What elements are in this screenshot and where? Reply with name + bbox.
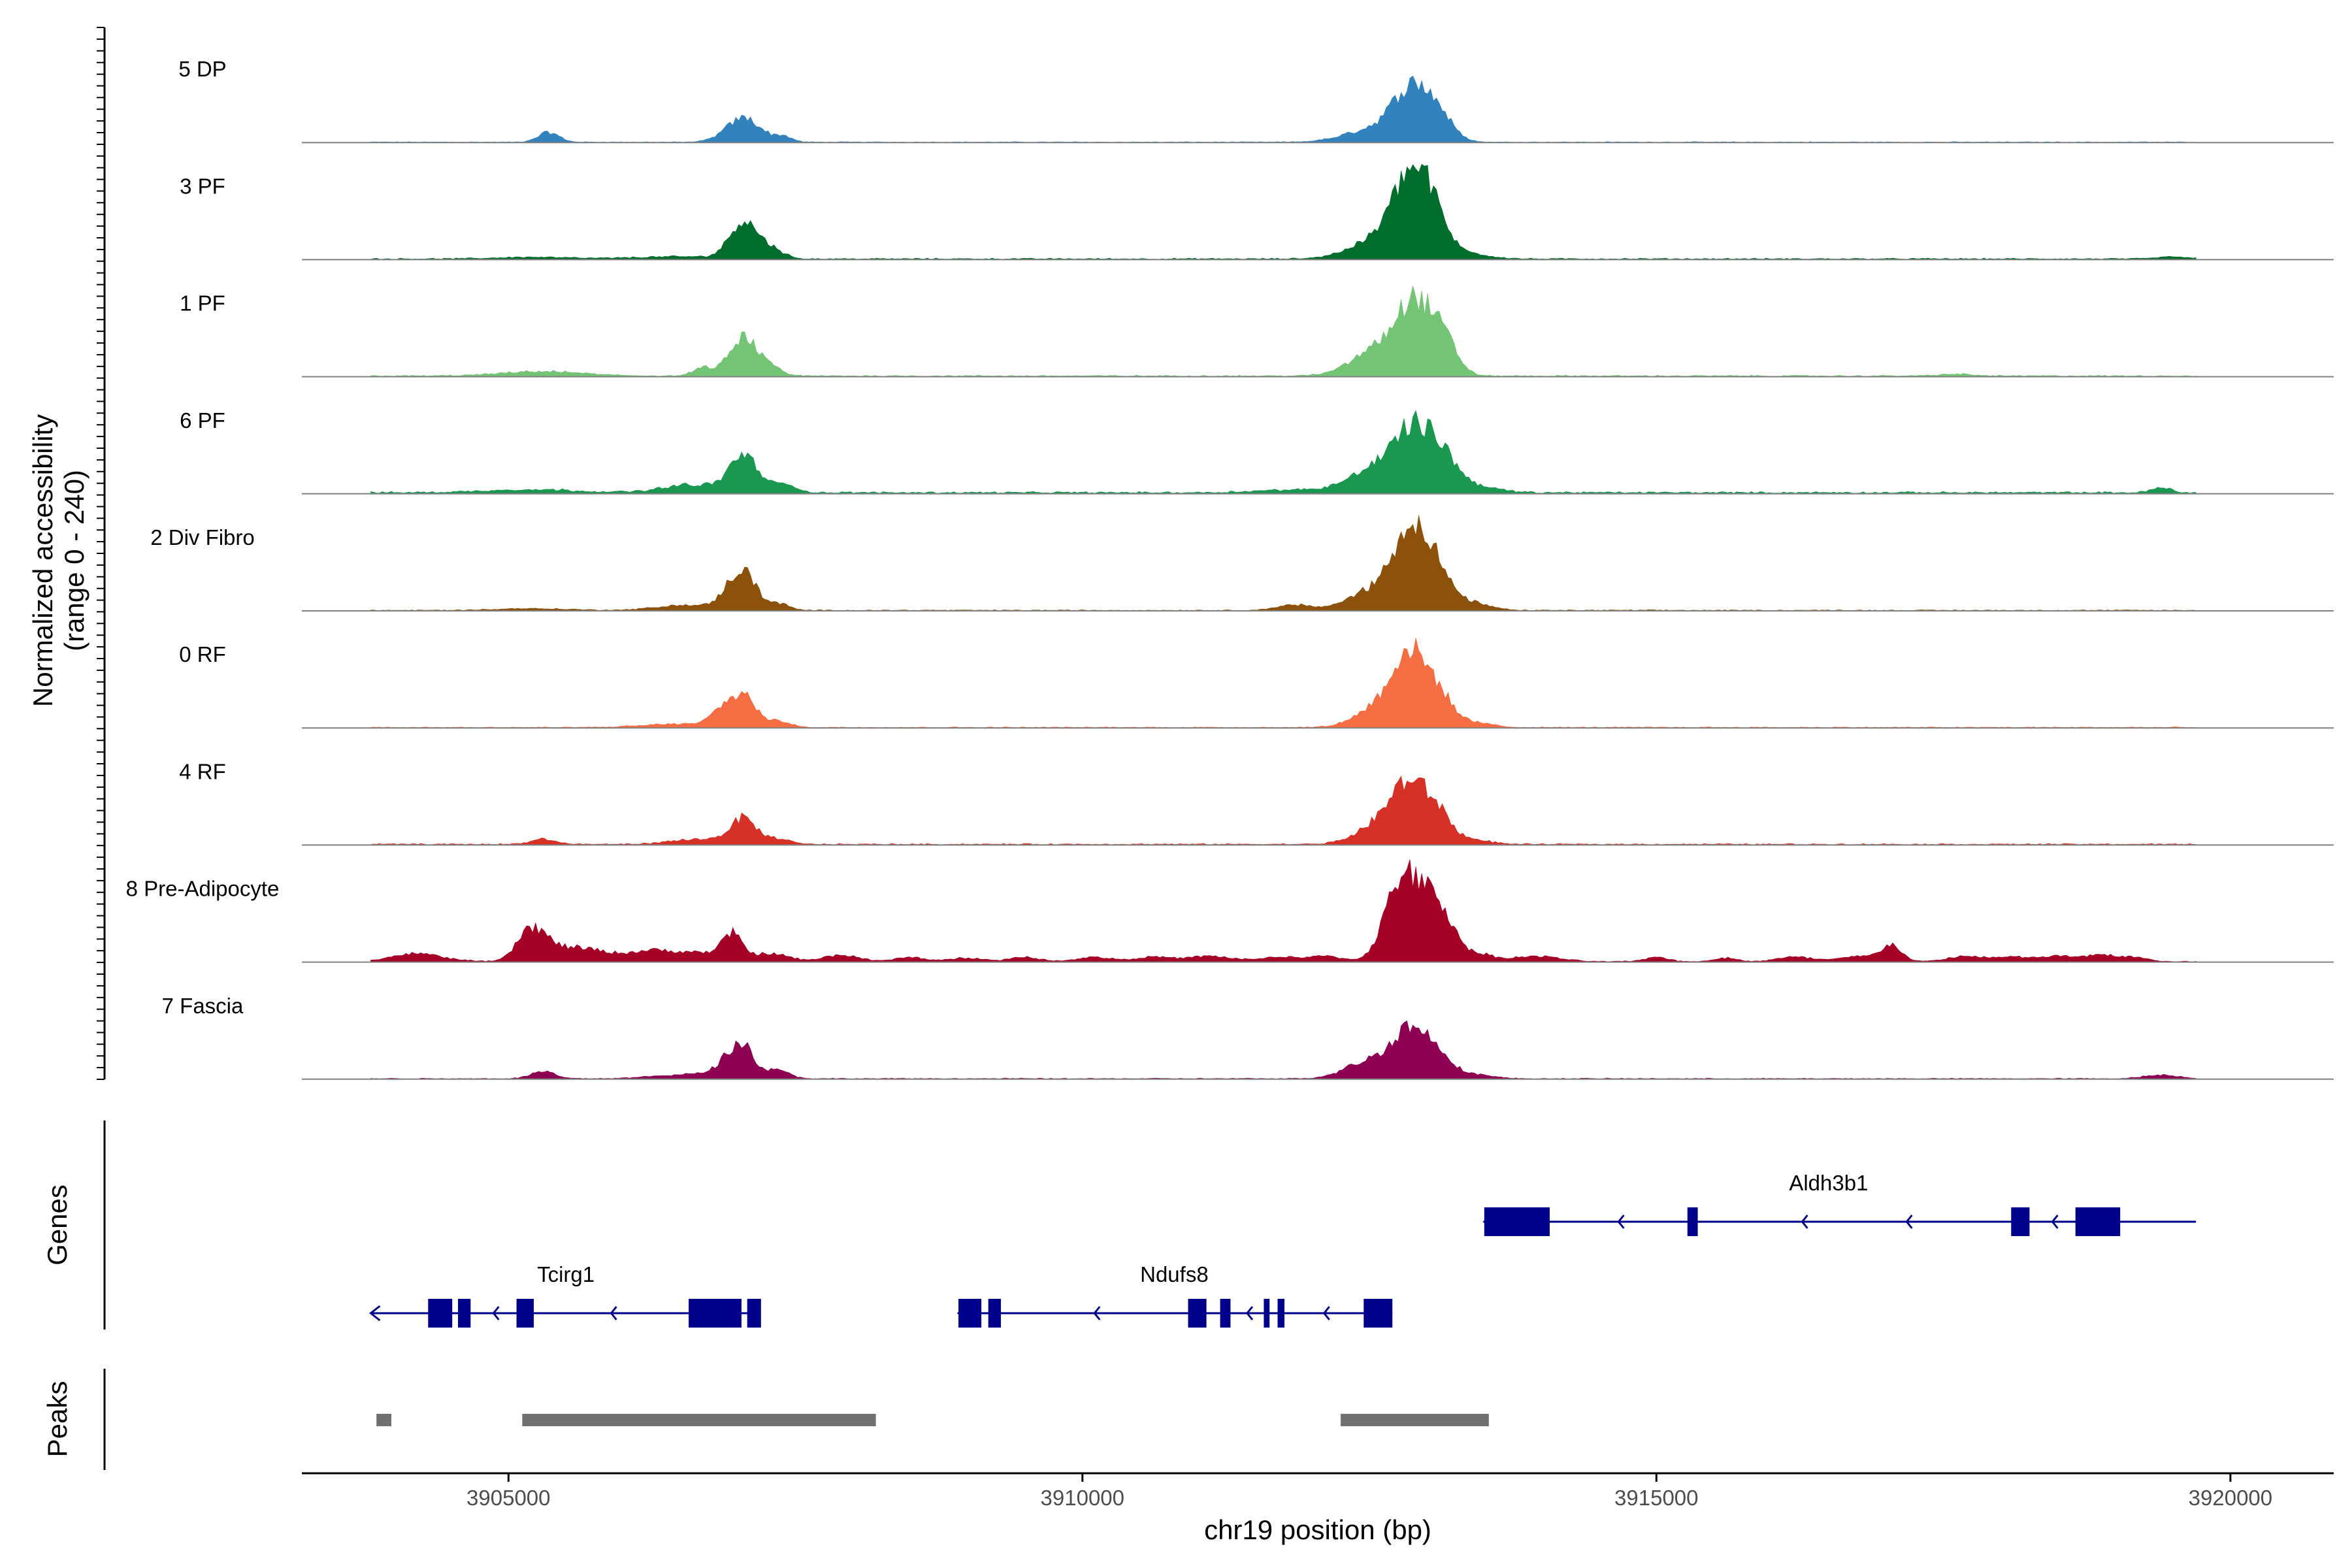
track-coverage-area — [370, 859, 2197, 962]
x-tick-label: 3905000 — [466, 1486, 550, 1510]
y-axis-title: Normalized accessibility — [27, 414, 58, 707]
track-7: 4 RF — [179, 759, 2334, 846]
gene-ndufs8: Ndufs8 — [956, 1262, 1393, 1328]
track-label: 7 Fascia — [162, 994, 244, 1018]
gene-exon — [1687, 1207, 1698, 1236]
x-tick-label: 3915000 — [1614, 1486, 1698, 1510]
peak-region-bar — [522, 1414, 876, 1426]
track-label: 6 PF — [180, 408, 225, 433]
track-label: 4 RF — [179, 759, 226, 783]
gene-label: Tcirg1 — [537, 1262, 595, 1286]
gene-exon — [516, 1299, 534, 1328]
gene-exon — [747, 1299, 761, 1328]
gene-exon — [988, 1299, 1001, 1328]
gene-models: Aldh3b1 Tcirg1 Ndufs8 — [368, 1171, 2197, 1328]
gene-exon — [958, 1299, 982, 1328]
x-axis-title: chr19 position (bp) — [1204, 1514, 1431, 1545]
track-coverage-area — [370, 286, 2197, 377]
x-tick-label: 3910000 — [1041, 1486, 1124, 1510]
track-coverage-area — [370, 776, 2197, 845]
track-3: 1 PF — [180, 286, 2334, 378]
coverage-y-axis — [97, 27, 106, 1080]
strand-chevron-icon — [610, 1306, 617, 1320]
track-1: 5 DP — [178, 57, 2334, 144]
track-label: 1 PF — [180, 291, 225, 316]
peaks-panel: Peaks — [42, 1369, 1489, 1470]
coverage-tracks: 5 DP 3 PF 1 PF 6 PF 2 Div Fibro 0 RF 4 RF 8 Pre… — [126, 57, 2334, 1080]
gene-aldh3b1: Aldh3b1 — [1482, 1171, 2197, 1236]
track-coverage-area — [370, 515, 2197, 612]
gene-label: Ndufs8 — [1140, 1262, 1209, 1286]
strand-chevron-icon — [1617, 1215, 1625, 1229]
track-label: 0 RF — [179, 642, 226, 666]
strand-chevron-icon — [492, 1306, 500, 1320]
track-coverage-area — [370, 410, 2197, 495]
strand-chevron-icon — [2051, 1215, 2059, 1229]
track-5: 2 Div Fibro — [150, 515, 2334, 612]
gene-exon — [1277, 1299, 1284, 1328]
track-coverage-area — [370, 1021, 2197, 1080]
peaks-panel-label: Peaks — [42, 1381, 73, 1458]
peak-regions — [376, 1414, 1489, 1426]
track-2: 3 PF — [180, 163, 2334, 261]
x-axis-ticks: 3905000 3910000 3915000 3920000 — [466, 1473, 2272, 1510]
gene-exon — [458, 1299, 471, 1328]
genes-panel: Genes Aldh3b1 Tcirg1 Ndufs8 — [42, 1120, 2197, 1330]
track-label: 5 DP — [178, 57, 226, 81]
gene-tcirg1: Tcirg1 — [368, 1262, 761, 1328]
x-tick-label: 3920000 — [2189, 1486, 2272, 1510]
peak-region-bar — [1341, 1414, 1489, 1426]
track-coverage-area — [370, 75, 2197, 143]
strand-arrow-icon — [368, 1305, 381, 1322]
strand-chevron-icon — [1093, 1306, 1101, 1320]
peak-region-bar — [376, 1414, 391, 1426]
strand-chevron-icon — [1322, 1306, 1330, 1320]
track-coverage-area — [370, 163, 2197, 260]
gene-exon — [2011, 1207, 2030, 1236]
track-coverage-area — [370, 638, 2197, 728]
gene-exon — [1220, 1299, 1231, 1328]
gene-label: Aldh3b1 — [1789, 1171, 1868, 1195]
strand-chevron-icon — [1905, 1215, 1913, 1229]
gene-exon — [689, 1299, 742, 1328]
gene-exon — [1264, 1299, 1270, 1328]
strand-chevron-icon — [1245, 1306, 1254, 1320]
track-9: 7 Fascia — [162, 994, 2334, 1080]
coverage-axis-title: Normalized accessibility (range 0 - 240) — [27, 414, 90, 707]
gene-exon — [1188, 1299, 1207, 1328]
gene-exon — [1484, 1207, 1550, 1236]
gene-exon — [2075, 1207, 2121, 1236]
gene-exon — [1364, 1299, 1393, 1328]
strand-chevron-icon — [1801, 1215, 1808, 1229]
track-label: 8 Pre-Adipocyte — [126, 877, 280, 901]
genes-panel-label: Genes — [42, 1184, 73, 1266]
track-6: 0 RF — [179, 638, 2334, 729]
track-label: 2 Div Fibro — [150, 525, 255, 549]
y-axis-range-label: (range 0 - 240) — [59, 470, 90, 651]
track-label: 3 PF — [180, 174, 225, 198]
gene-exon — [428, 1299, 453, 1328]
track-8: 8 Pre-Adipocyte — [126, 859, 2334, 963]
x-axis: 3905000 3910000 3915000 3920000 chr19 posit… — [302, 1472, 2334, 1545]
track-4: 6 PF — [180, 408, 2334, 495]
